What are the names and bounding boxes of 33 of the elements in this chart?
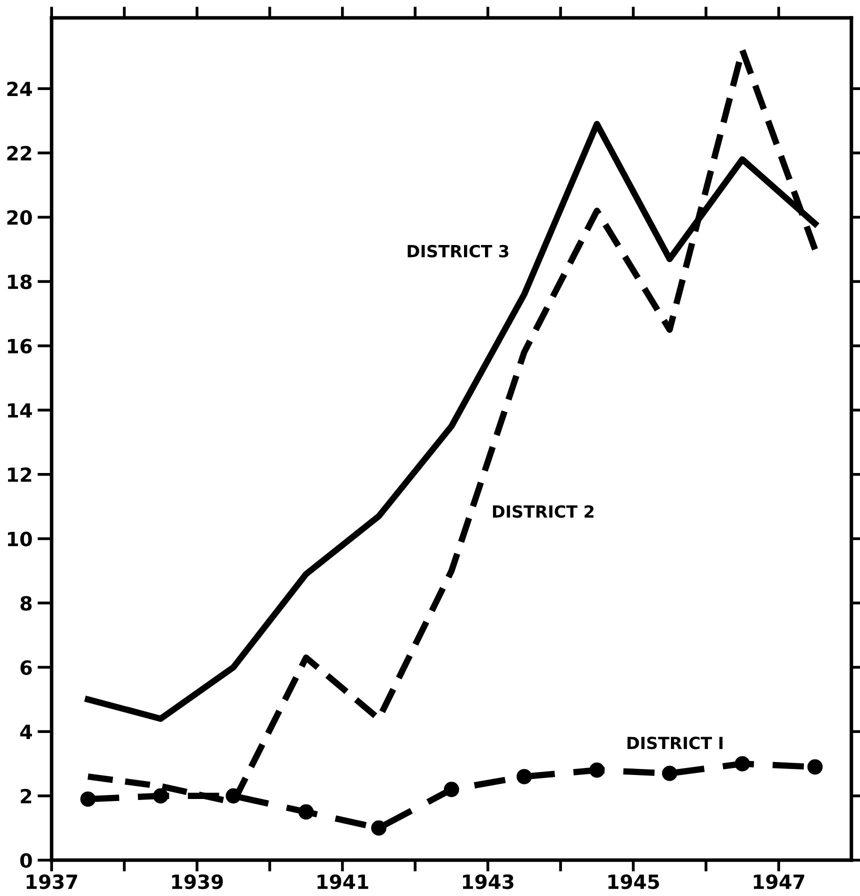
series-label: DISTRICT 2 [493, 505, 594, 518]
y-tick-label: 18 [8, 274, 32, 290]
point [153, 788, 168, 804]
y-tick-label: 22 [7, 146, 32, 160]
x-tick-label: 1941 [318, 874, 368, 890]
point [807, 759, 823, 775]
point [662, 766, 678, 782]
x-tick-label: 1947 [754, 874, 804, 890]
x-tick-label: 1943 [462, 874, 514, 890]
point [80, 791, 96, 807]
y-tick-label: 14 [8, 403, 32, 418]
point [226, 788, 242, 804]
y-tick-label: 0 [20, 853, 32, 868]
x-tick-label: 1945 [608, 874, 659, 890]
point [298, 804, 314, 820]
y-tick-label: 6 [20, 660, 32, 675]
x-tick-label: 1937 [26, 874, 78, 890]
y-tick-label: 4 [20, 724, 32, 739]
series-label: DISTRICT 3 [408, 244, 508, 258]
point [589, 762, 605, 778]
x-tick-label: 1939 [172, 874, 223, 890]
point [734, 756, 750, 772]
series-label: DISTRICT I [628, 736, 723, 750]
point [516, 768, 532, 784]
y-tick-label: 2 [20, 788, 32, 804]
point [444, 782, 460, 798]
y-tick-label: 12 [8, 467, 32, 482]
y-tick-label: 10 [8, 532, 32, 546]
point [371, 820, 386, 836]
y-tick-label: 16 [8, 338, 32, 354]
y-tick-label: 20 [7, 210, 32, 225]
y-tick-label: 8 [20, 596, 32, 611]
y-tick-label: 24 [7, 82, 32, 96]
